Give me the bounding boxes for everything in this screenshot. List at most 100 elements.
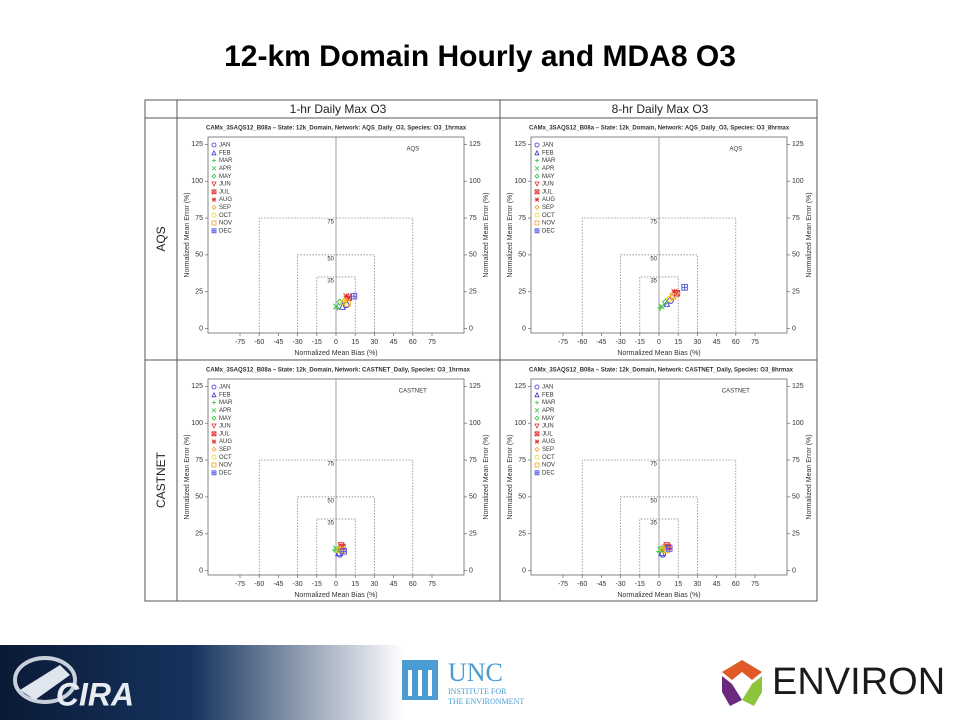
x-tick-label: -60: [577, 339, 587, 346]
legend-label: SEP: [542, 205, 554, 211]
network-label: AQS: [406, 147, 419, 153]
x-tick-label: 0: [334, 581, 338, 588]
legend-marker: [534, 197, 540, 202]
legend-label: APR: [542, 166, 555, 172]
chart-panel: CAMx_3SAQS12_B08a – State: 12k_Domain, N…: [507, 368, 813, 599]
y2-tick-label: 25: [469, 531, 477, 538]
legend-label: JAN: [219, 385, 230, 391]
x-tick-label: -75: [235, 339, 245, 346]
y-tick-label: 25: [518, 531, 526, 538]
legend-label: SEP: [219, 447, 231, 453]
cira-text: CIRA: [56, 676, 134, 712]
slide-title: 12-km Domain Hourly and MDA8 O3: [224, 40, 736, 73]
criteria-box: [316, 276, 356, 333]
x-tick-label: 15: [351, 339, 359, 346]
y-tick-label: 0: [199, 567, 203, 574]
x-tick-label: 45: [390, 581, 398, 588]
network-label: CASTNET: [722, 389, 750, 395]
legend-label: NOV: [219, 221, 232, 227]
legend-label: JUN: [542, 424, 554, 430]
legend-label: OCT: [219, 213, 232, 219]
criteria-box: [639, 276, 679, 333]
criteria-label: 35: [650, 279, 657, 285]
y-tick-label: 125: [191, 383, 203, 390]
legend-marker: [534, 408, 540, 413]
row-header: AQS: [154, 226, 168, 251]
legend-label: DEC: [219, 470, 232, 476]
chart-panel: CAMx_3SAQS12_B08a – State: 12k_Domain, N…: [507, 126, 813, 357]
x-axis-label: Normalized Mean Bias (%): [294, 350, 377, 357]
y-tick-label: 25: [195, 289, 203, 296]
x-tick-label: -45: [596, 339, 606, 346]
x-tick-label: -15: [312, 339, 322, 346]
y-tick-label: 75: [195, 457, 203, 464]
x-tick-label: 60: [409, 581, 417, 588]
legend-marker: [211, 189, 217, 195]
criteria-box: [258, 217, 414, 333]
legend-label: NOV: [542, 221, 555, 227]
legend-label: JUN: [219, 424, 231, 430]
y2-tick-label: 0: [792, 567, 796, 574]
legend-marker: [534, 212, 540, 218]
legend-marker: [534, 439, 540, 444]
x-tick-label: -30: [293, 581, 303, 588]
y-tick-label: 75: [518, 215, 526, 222]
legend-label: MAR: [542, 158, 556, 164]
y-tick-label: 100: [514, 178, 526, 185]
unc-subtitle: INSTITUTE FOR: [448, 687, 507, 696]
x-tick-label: 60: [732, 339, 740, 346]
data-point: [671, 288, 678, 295]
x-tick-label: 30: [371, 581, 379, 588]
legend-label: MAY: [219, 174, 232, 180]
y-tick-label: 100: [514, 420, 526, 427]
legend-marker: [534, 173, 540, 179]
y-tick-label: 25: [518, 289, 526, 296]
network-label: CASTNET: [399, 389, 427, 395]
x-axis-label: Normalized Mean Bias (%): [617, 350, 700, 357]
data-point: [338, 302, 346, 310]
y-axis-label: Normalized Mean Error (%): [184, 192, 191, 277]
legend-label: AUG: [542, 197, 555, 203]
y-tick-label: 100: [191, 420, 203, 427]
x-tick-label: -45: [596, 581, 606, 588]
legend-label: NOV: [542, 463, 555, 469]
y2-axis-label: Normalized Mean Error (%): [806, 192, 813, 277]
criteria-label: 50: [650, 256, 657, 262]
legend-label: OCT: [542, 213, 555, 219]
y-tick-label: 125: [191, 141, 203, 148]
x-tick-label: 75: [428, 581, 436, 588]
x-tick-label: -60: [577, 581, 587, 588]
criteria-box: [297, 496, 375, 575]
data-point: [350, 292, 358, 300]
legend-label: FEB: [542, 150, 554, 156]
legend-marker: [211, 166, 217, 171]
legend-marker: [212, 400, 216, 405]
x-axis-label: Normalized Mean Bias (%): [617, 592, 700, 599]
x-tick-label: -60: [254, 581, 264, 588]
legend-label: FEB: [219, 150, 231, 156]
y2-tick-label: 25: [792, 289, 800, 296]
data-point: [339, 546, 346, 554]
y2-tick-label: 50: [469, 494, 477, 501]
legend-marker: [534, 384, 540, 390]
legend-label: JAN: [542, 385, 553, 391]
y2-tick-label: 100: [469, 420, 481, 427]
y2-tick-label: 125: [792, 141, 804, 148]
legend-marker: [535, 400, 539, 405]
chart-title: CAMx_3SAQS12_B08a – State: 12k_Domain, N…: [206, 368, 471, 374]
y2-axis-label: Normalized Mean Error (%): [806, 434, 813, 519]
data-point: [335, 546, 342, 554]
y2-tick-label: 50: [792, 252, 800, 259]
y-tick-label: 125: [514, 141, 526, 148]
x-tick-label: 0: [657, 581, 661, 588]
legend-label: JUN: [542, 182, 554, 188]
y-axis-label: Normalized Mean Error (%): [507, 192, 514, 277]
x-tick-label: -75: [558, 581, 568, 588]
y-tick-label: 50: [195, 252, 203, 259]
column-header: 1-hr Daily Max O3: [290, 102, 387, 116]
unc-logo: UNC INSTITUTE FOR THE ENVIRONMENT: [402, 658, 524, 706]
x-tick-label: 75: [751, 581, 759, 588]
legend-label: NOV: [219, 463, 232, 469]
y2-tick-label: 125: [469, 383, 481, 390]
legend-label: APR: [542, 408, 555, 414]
